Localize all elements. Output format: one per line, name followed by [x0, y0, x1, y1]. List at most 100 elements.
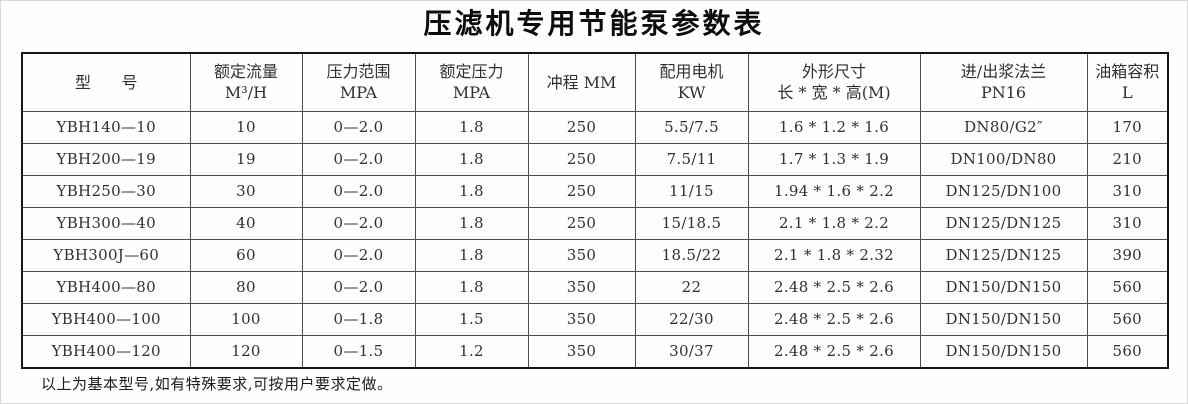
column-header-model: 型 号	[21, 52, 191, 112]
column-header-pressure-range: 压力范围 MPA	[301, 52, 416, 112]
cell-rated-pressure: 1.5	[414, 302, 529, 336]
cell-tank-capacity: 210	[1086, 142, 1169, 176]
cell-dimensions: 1.6 * 1.2 * 1.6	[747, 110, 921, 144]
cell-model: YBH250—30	[21, 174, 191, 208]
column-header-label: 额定压力	[439, 61, 504, 81]
column-header-dimensions: 外形尺寸 长 * 宽 * 高(M)	[747, 52, 921, 112]
cell-flange: DN150/DN150	[919, 270, 1088, 304]
cell-dimensions: 2.48 * 2.5 * 2.6	[747, 334, 921, 369]
cell-stroke: 350	[527, 334, 636, 369]
column-header-unit: 长 * 宽 * 高(M)	[777, 83, 891, 103]
cell-rated-flow: 10	[189, 110, 303, 144]
column-header-label: 配用电机	[659, 61, 724, 81]
cell-model: YBH200—19	[21, 142, 191, 176]
cell-flange: DN100/DN80	[919, 142, 1088, 176]
cell-rated-flow: 30	[189, 174, 303, 208]
cell-pressure-range: 0—1.8	[301, 302, 416, 336]
column-header-label: 进/出浆法兰	[960, 61, 1047, 81]
cell-tank-capacity: 310	[1086, 174, 1169, 208]
column-header-label: 型 号	[74, 72, 138, 92]
cell-rated-flow: 19	[189, 142, 303, 176]
column-header-tank-capacity: 油箱容积 L	[1086, 52, 1169, 112]
table-row: YBH400—80 80 0—2.0 1.8 350 22 2.48 * 2.5 * 2.6…	[21, 270, 1169, 304]
cell-model: YBH400—80	[21, 270, 191, 304]
cell-rated-pressure: 1.8	[414, 110, 529, 144]
cell-stroke: 350	[527, 302, 636, 336]
cell-motor-power: 15/18.5	[634, 206, 749, 240]
cell-rated-flow: 60	[189, 238, 303, 272]
cell-tank-capacity: 310	[1086, 206, 1169, 240]
cell-stroke: 250	[527, 142, 636, 176]
cell-rated-pressure: 1.8	[414, 238, 529, 272]
cell-dimensions: 2.1 * 1.8 * 2.2	[747, 206, 921, 240]
page-title: 压滤机专用节能泵参数表	[423, 8, 765, 39]
cell-flange: DN125/DN100	[919, 174, 1088, 208]
cell-motor-power: 11/15	[634, 174, 749, 208]
column-header-rated-flow: 额定流量 M³/H	[189, 52, 303, 112]
cell-motor-power: 22/30	[634, 302, 749, 336]
cell-flange: DN150/DN150	[919, 334, 1088, 369]
cell-rated-pressure: 1.8	[414, 270, 529, 304]
column-header-label: 油箱容积	[1095, 61, 1160, 81]
column-header-unit: KW	[677, 83, 706, 103]
cell-rated-flow: 120	[189, 334, 303, 369]
cell-rated-pressure: 1.8	[414, 142, 529, 176]
cell-pressure-range: 0—2.0	[301, 142, 416, 176]
parameter-table: 型 号 额定流量 M³/H 压力范围 MPA 额定压力 MPA 冲程 MM	[21, 51, 1169, 369]
cell-pressure-range: 0—2.0	[301, 206, 416, 240]
cell-model: YBH400—100	[21, 302, 191, 336]
cell-model: YBH300J—60	[21, 238, 191, 272]
cell-tank-capacity: 390	[1086, 238, 1169, 272]
cell-dimensions: 2.1 * 1.8 * 2.32	[747, 238, 921, 272]
cell-pressure-range: 0—2.0	[301, 270, 416, 304]
table-header-row: 型 号 额定流量 M³/H 压力范围 MPA 额定压力 MPA 冲程 MM	[21, 52, 1169, 112]
cell-flange: DN125/DN125	[919, 238, 1088, 272]
cell-motor-power: 22	[634, 270, 749, 304]
cell-dimensions: 1.7 * 1.3 * 1.9	[747, 142, 921, 176]
cell-stroke: 350	[527, 270, 636, 304]
table-row: YBH250—30 30 0—2.0 1.8 250 11/15 1.94 * 1.6 * …	[21, 174, 1169, 208]
table-row: YBH300—40 40 0—2.0 1.8 250 15/18.5 2.1 * 1.8 *…	[21, 206, 1169, 240]
column-header-stroke: 冲程 MM	[527, 52, 636, 112]
cell-flange: DN150/DN150	[919, 302, 1088, 336]
cell-tank-capacity: 560	[1086, 302, 1169, 336]
column-header-unit: M³/H	[224, 83, 268, 103]
cell-pressure-range: 0—2.0	[301, 174, 416, 208]
cell-stroke: 250	[527, 110, 636, 144]
cell-tank-capacity: 170	[1086, 110, 1169, 144]
footnote: 以上为基本型号,如有特殊要求,可按用户要求定做。	[41, 374, 393, 393]
cell-flange: DN125/DN125	[919, 206, 1088, 240]
column-header-label: 压力范围	[326, 61, 391, 81]
table-row: YBH140—10 10 0—2.0 1.8 250 5.5/7.5 1.6 * 1.2 *…	[21, 110, 1169, 144]
table-row: YBH200—19 19 0—2.0 1.8 250 7.5/11 1.7 * 1.3 * …	[21, 142, 1169, 176]
table-body: YBH140—10 10 0—2.0 1.8 250 5.5/7.5 1.6 * 1.2 *…	[21, 110, 1169, 369]
column-header-label: 额定流量	[213, 61, 278, 81]
cell-stroke: 350	[527, 238, 636, 272]
cell-rated-pressure: 1.2	[414, 334, 529, 369]
cell-motor-power: 18.5/22	[634, 238, 749, 272]
cell-tank-capacity: 560	[1086, 334, 1169, 369]
cell-stroke: 250	[527, 206, 636, 240]
column-header-unit: L	[1121, 83, 1133, 103]
cell-stroke: 250	[527, 174, 636, 208]
cell-dimensions: 2.48 * 2.5 * 2.6	[747, 302, 921, 336]
table-row: YBH300J—60 60 0—2.0 1.8 350 18.5/22 2.1 * 1.8 …	[21, 238, 1169, 272]
column-header-rated-pressure: 额定压力 MPA	[414, 52, 529, 112]
column-header-unit: PN16	[980, 83, 1027, 103]
column-header-label: 冲程 MM	[546, 72, 617, 92]
cell-rated-flow: 80	[189, 270, 303, 304]
cell-tank-capacity: 560	[1086, 270, 1169, 304]
column-header-unit: MPA	[452, 83, 491, 103]
cell-pressure-range: 0—2.0	[301, 110, 416, 144]
column-header-unit: MPA	[339, 83, 378, 103]
cell-pressure-range: 0—2.0	[301, 238, 416, 272]
column-header-label: 外形尺寸	[801, 61, 866, 81]
cell-model: YBH400—120	[21, 334, 191, 369]
cell-motor-power: 7.5/11	[634, 142, 749, 176]
cell-dimensions: 1.94 * 1.6 * 2.2	[747, 174, 921, 208]
cell-motor-power: 30/37	[634, 334, 749, 369]
cell-rated-flow: 100	[189, 302, 303, 336]
cell-flange: DN80/G2″	[919, 110, 1088, 144]
cell-model: YBH300—40	[21, 206, 191, 240]
